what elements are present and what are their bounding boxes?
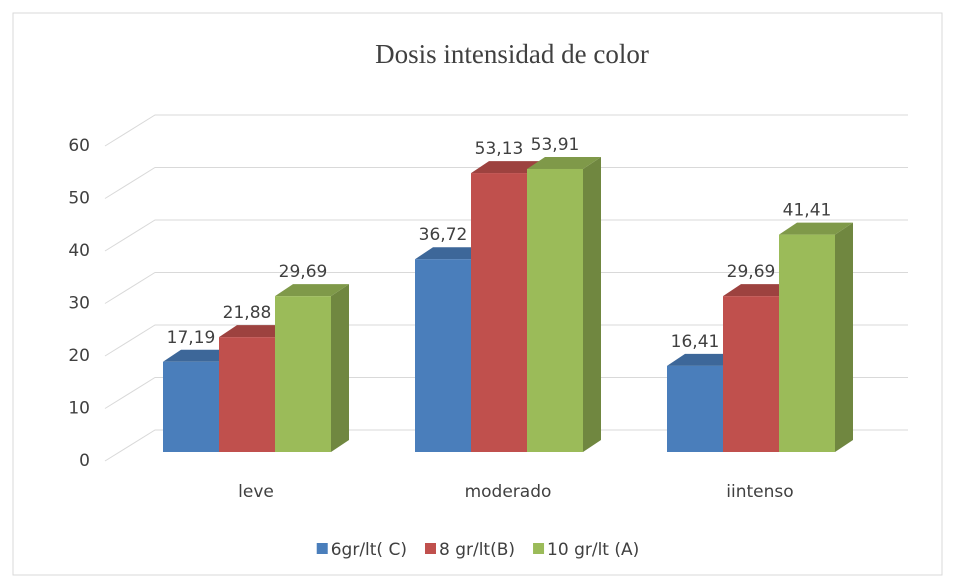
legend-swatch (424, 543, 436, 554)
grid-line (104, 429, 908, 462)
value-label: 41,41 (783, 201, 832, 221)
y-tick-label: 40 (68, 241, 90, 261)
grid-line (104, 219, 908, 252)
value-label: 29,69 (727, 262, 776, 282)
legend-swatch (316, 543, 328, 554)
grid-line (104, 324, 908, 357)
bar (779, 234, 835, 452)
grid-line (104, 114, 908, 147)
bar-top (219, 325, 293, 338)
legend-swatch (533, 543, 545, 554)
bar (471, 173, 527, 452)
bar-top (275, 284, 349, 297)
legend-label: 10 gr/lt (A) (547, 540, 639, 560)
y-tick-label: 50 (68, 189, 90, 209)
value-label: 21,88 (223, 303, 272, 323)
legend-label: 8 gr/lt(B) (439, 540, 515, 560)
bar (163, 361, 219, 452)
value-label: 53,13 (475, 139, 524, 159)
y-tick-label: 60 (68, 136, 90, 156)
bar-top (471, 161, 545, 174)
x-tick-label: iintenso (726, 482, 793, 502)
grid-line (104, 167, 908, 199)
bar (219, 337, 275, 452)
y-tick-label: 30 (68, 294, 90, 314)
value-label: 16,41 (671, 332, 720, 352)
bar-top (163, 349, 237, 362)
value-label: 53,91 (531, 135, 580, 155)
bar-side (331, 284, 349, 452)
y-tick-label: 0 (79, 451, 90, 471)
value-label: 36,72 (419, 225, 468, 245)
grid-line (104, 272, 908, 304)
y-tick-label: 10 (68, 399, 90, 419)
bar (415, 259, 471, 452)
x-tick-label: leve (238, 482, 274, 502)
value-label: 17,19 (167, 328, 216, 348)
bar-side (583, 156, 601, 452)
x-tick-label: moderado (465, 482, 552, 502)
bar (667, 365, 723, 452)
y-tick-label: 20 (68, 346, 90, 366)
bar-top (415, 247, 489, 260)
grid-line (104, 377, 908, 409)
value-label: 29,69 (279, 262, 328, 282)
bar-top (723, 284, 797, 297)
bar (723, 296, 779, 452)
bar-side (835, 222, 853, 452)
bar (527, 168, 583, 452)
bar (275, 296, 331, 452)
bar-top (779, 222, 853, 235)
chart-title: Dosis intensidad de color (375, 39, 649, 69)
legend-label: 6gr/lt( C) (331, 540, 407, 560)
bar-top (527, 156, 601, 169)
bar-top (667, 353, 741, 366)
